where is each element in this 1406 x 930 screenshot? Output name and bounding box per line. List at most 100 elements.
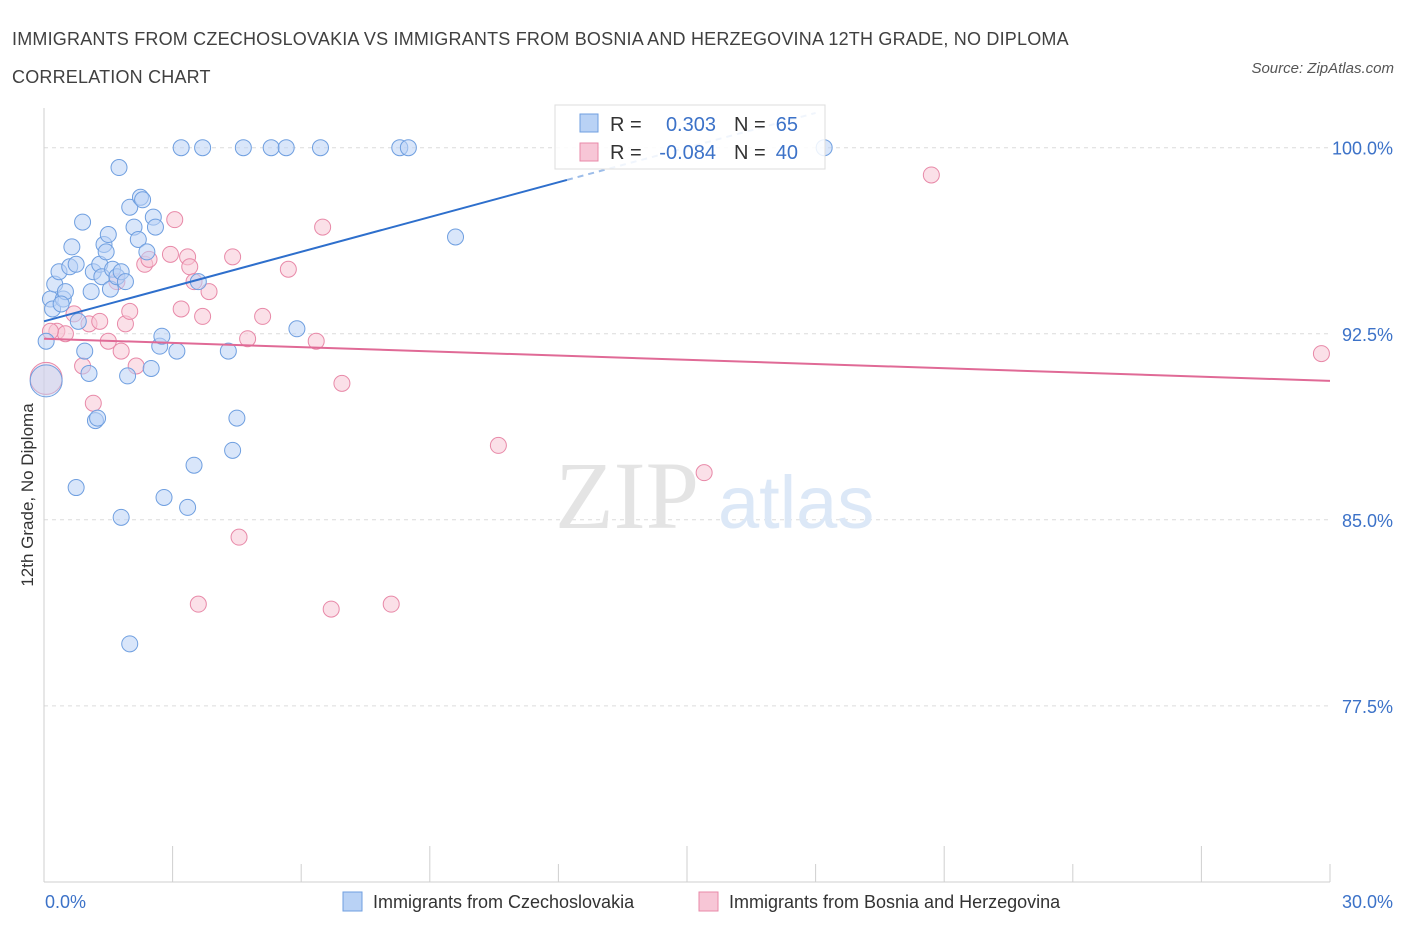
legend-pink-swatch <box>698 891 719 912</box>
stats-blue-r-value: 0.303 <box>666 114 716 136</box>
czechoslovakia-point-42 <box>155 488 173 506</box>
czechoslovakia-point-48 <box>219 342 237 360</box>
x-tick-label-min: 0.0% <box>45 892 86 912</box>
czechoslovakia-trend-line <box>43 178 568 323</box>
czechoslovakia-point-13 <box>76 342 94 360</box>
czechoslovakia-point-45 <box>179 498 197 516</box>
y-tick-labels: 100.0% 92.5% 85.0% 77.5% <box>1332 139 1393 717</box>
czechoslovakia-point-36 <box>138 243 156 261</box>
bosnia-point-34 <box>382 595 400 613</box>
czechoslovakia-point-50 <box>228 409 246 427</box>
bosnia-trend-line <box>43 337 1331 382</box>
stats-pink-n-label: N = <box>734 142 766 164</box>
czechoslovakia-point-51 <box>234 139 252 157</box>
bosnia-point-26 <box>230 528 248 546</box>
stats-blue-n-value: 65 <box>776 114 798 136</box>
czechoslovakia-point-58 <box>447 228 465 246</box>
bosnia-point-16 <box>161 245 179 263</box>
y-tick-label-1: 92.5% <box>1342 325 1393 345</box>
bosnia-point-37 <box>922 166 940 184</box>
czechoslovakia-point-1 <box>29 364 63 398</box>
bosnia-point-24 <box>189 595 207 613</box>
bosnia-point-22 <box>194 307 212 325</box>
czechoslovakia-point-39 <box>146 218 164 236</box>
source-label: Source: ZipAtlas.com <box>1251 60 1394 77</box>
y-axis-label: 12th Grade, No Diploma <box>18 403 37 587</box>
bosnia-point-36 <box>695 464 713 482</box>
stats-blue-r-label: R = <box>610 114 642 136</box>
czechoslovakia-point-35 <box>134 191 152 209</box>
bosnia-point-29 <box>279 260 297 278</box>
stats-pink-r-value: -0.084 <box>659 142 716 164</box>
legend-blue-swatch <box>342 891 363 912</box>
czechoslovakia-point-37 <box>142 359 160 377</box>
czechoslovakia-point-27 <box>110 159 128 177</box>
bosnia-point-20 <box>181 258 199 276</box>
bosnia-point-28 <box>254 307 272 325</box>
czechoslovakia-point-44 <box>172 139 190 157</box>
czechoslovakia-point-0 <box>37 332 55 350</box>
legend: Immigrants from Czechoslovakia Immigrant… <box>342 891 1061 912</box>
czechoslovakia-point-64 <box>52 295 70 313</box>
bosnia-point-27 <box>239 330 257 348</box>
czechoslovakia-point-49 <box>224 441 242 459</box>
legend-czechoslovakia-label: Immigrants from Czechoslovakia <box>373 892 635 912</box>
stats-pink-swatch <box>579 142 599 162</box>
czechoslovakia-point-60 <box>67 479 85 497</box>
chart-title: IMMIGRANTS FROM CZECHOSLOVAKIA VS IMMIGR… <box>12 20 1069 96</box>
bosnia-point-35 <box>489 436 507 454</box>
bosnia-point-38 <box>1312 345 1330 363</box>
grid-lines <box>44 147 1330 707</box>
stats-blue-n-label: N = <box>734 114 766 136</box>
bosnia-point-33 <box>333 374 351 392</box>
czechoslovakia-point-10 <box>67 255 85 273</box>
czechoslovakia-point-23 <box>99 226 117 244</box>
stats-pink-r-label: R = <box>610 142 642 164</box>
bosnia-point-30 <box>307 332 325 350</box>
czechoslovakia-point-30 <box>119 367 137 385</box>
czechoslovakia-point-57 <box>399 139 417 157</box>
bosnia-point-23 <box>200 283 218 301</box>
czechoslovakia-point-46 <box>185 456 203 474</box>
czechoslovakia-point-14 <box>80 364 98 382</box>
czechoslovakia-point-43 <box>168 342 186 360</box>
czechoslovakia-point-9 <box>63 238 81 256</box>
czechoslovakia-point-12 <box>74 213 92 231</box>
bosnia-point-31 <box>314 218 332 236</box>
czechoslovakia-point-29 <box>116 273 134 291</box>
czechoslovakia-point-41 <box>153 327 171 345</box>
czechoslovakia-point-52 <box>262 139 280 157</box>
czechoslovakia-point-47 <box>194 139 212 157</box>
bosnia-point-18 <box>172 300 190 318</box>
watermark: ZIP atlas <box>555 442 874 549</box>
czechoslovakia-point-33 <box>129 230 147 248</box>
bosnia-point-32 <box>322 600 340 618</box>
x-tick-label-max: 30.0% <box>1342 892 1393 912</box>
bosnia-point-25 <box>224 248 242 266</box>
bosnia-point-6 <box>84 394 102 412</box>
czechoslovakia-point-54 <box>288 320 306 338</box>
bosnia-point-12 <box>121 302 139 320</box>
czechoslovakia-point-15 <box>82 283 100 301</box>
stats-pink-n-value: 40 <box>776 142 798 164</box>
y-tick-label-0: 100.0% <box>1332 139 1393 159</box>
czechoslovakia-point-55 <box>311 139 329 157</box>
watermark-zip: ZIP <box>555 442 699 549</box>
title-line-1: IMMIGRANTS FROM CZECHOSLOVAKIA VS IMMIGR… <box>12 29 1069 49</box>
watermark-atlas: atlas <box>718 461 874 544</box>
title-line-2: CORRELATION CHART <box>12 67 211 87</box>
czechoslovakia-point-11 <box>69 312 87 330</box>
stats-box-frame <box>554 104 826 170</box>
legend-bosnia-label: Immigrants from Bosnia and Herzegovina <box>729 892 1061 912</box>
czechoslovakia-point-22 <box>97 243 115 261</box>
czechoslovakia-point-53 <box>277 139 295 157</box>
y-tick-label-2: 85.0% <box>1342 511 1393 531</box>
y-tick-label-3: 77.5% <box>1342 697 1393 717</box>
czechoslovakia-point-61 <box>112 508 130 526</box>
bosnia-point-10 <box>112 342 130 360</box>
czechoslovakia-point-62 <box>121 635 139 653</box>
bosnia-point-17 <box>166 211 184 229</box>
series-bosnia-points <box>29 166 1330 618</box>
bosnia-point-7 <box>91 312 109 330</box>
